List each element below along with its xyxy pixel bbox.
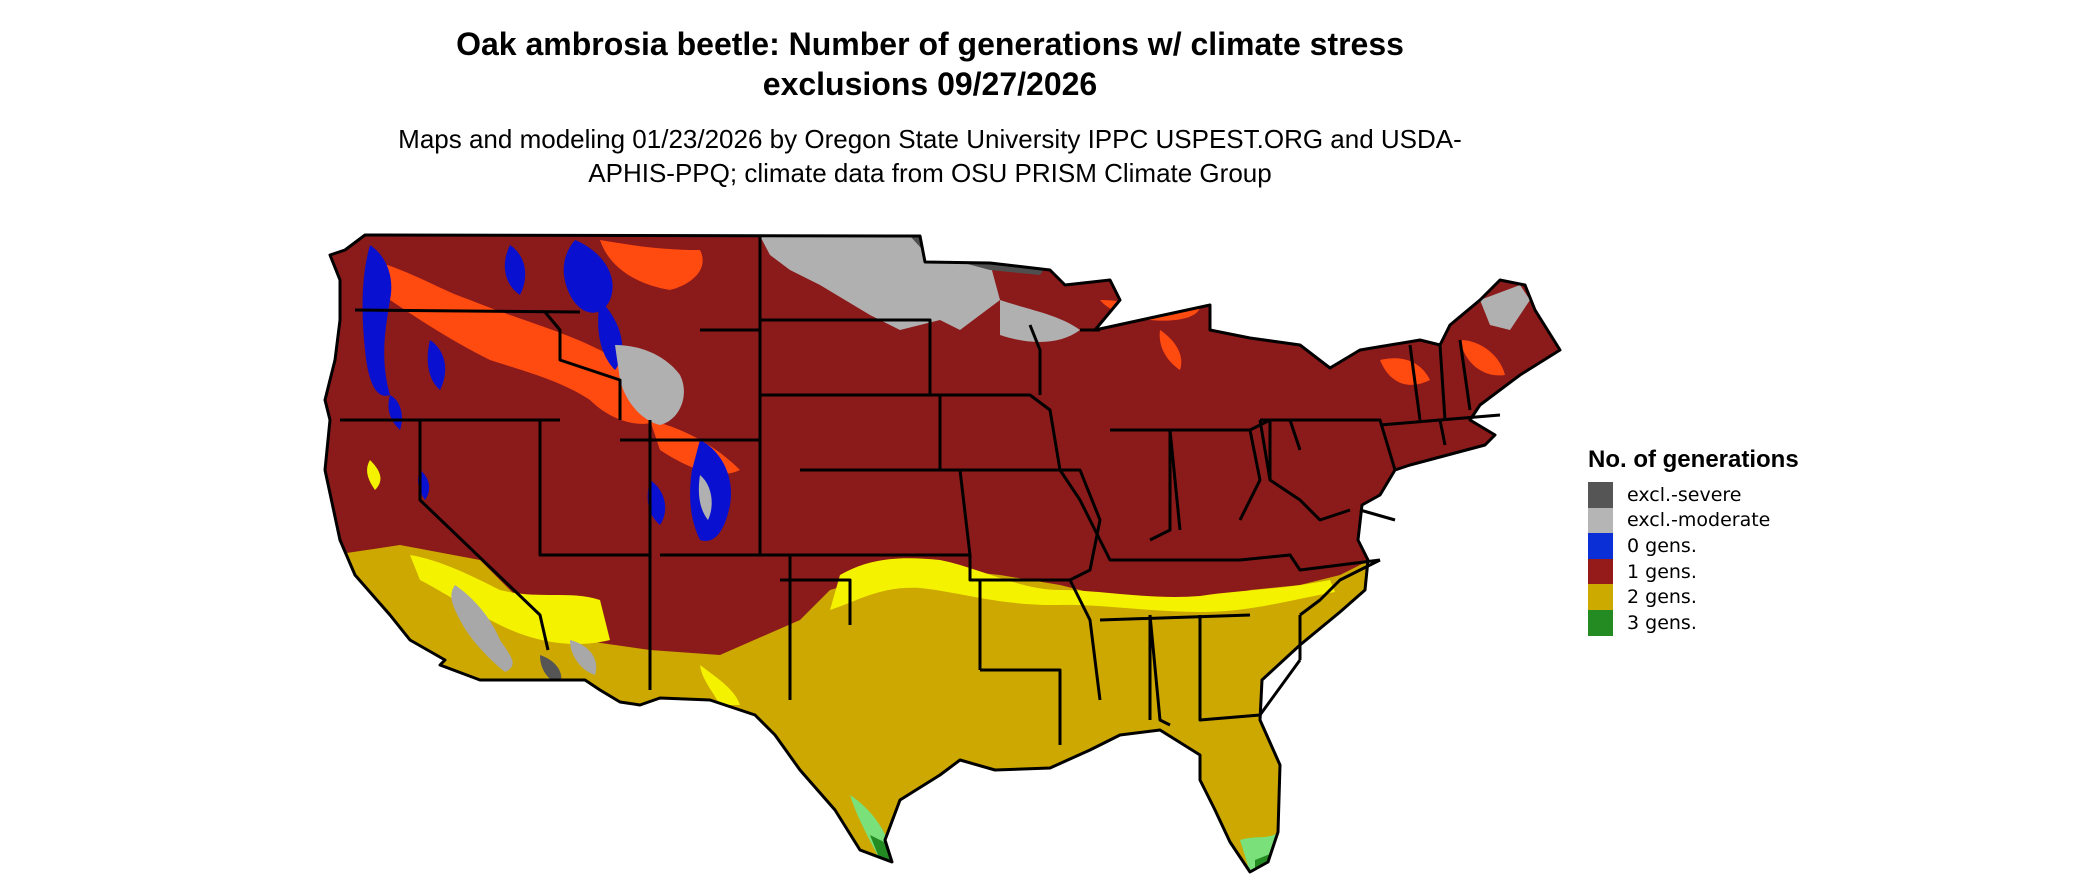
map-subtitle: Maps and modeling 01/23/2026 by Oregon S… [398, 124, 1462, 188]
legend-item: 1 gens. [1588, 558, 1828, 585]
legend-item: 2 gens. [1588, 584, 1828, 610]
legend-swatch [1588, 584, 1613, 610]
zero-gen-idaho [563, 240, 613, 313]
excl-moderate-north [760, 236, 1000, 330]
legend-label: excl.-moderate [1627, 509, 1771, 532]
legend-swatch [1588, 533, 1613, 559]
legend-swatch [1588, 609, 1613, 636]
legend-item: 0 gens. [1588, 533, 1828, 559]
zero-gen-colorado [690, 440, 731, 541]
two-gen-light-west [410, 555, 610, 645]
legend-label: excl.-severe [1627, 483, 1742, 506]
legend-title: No. of generations [1588, 446, 1799, 473]
legend-item: excl.-moderate [1588, 507, 1828, 534]
legend-label: 2 gens. [1627, 586, 1697, 609]
map-title: Oak ambrosia beetle: Number of generatio… [456, 26, 1404, 102]
legend-label: 0 gens. [1627, 534, 1697, 557]
legend-swatch [1588, 558, 1613, 585]
legend-label: 3 gens. [1627, 611, 1697, 634]
us-generations-map [323, 233, 1562, 874]
legend-item: 3 gens. [1588, 609, 1828, 636]
legend-swatch [1588, 482, 1613, 508]
excl-moderate-wyoming [615, 345, 684, 425]
orange-rockies [370, 260, 660, 424]
two-gen-light-band [830, 558, 1335, 612]
state-borders [323, 233, 1562, 874]
excl-moderate-southwest [451, 585, 513, 672]
legend: No. of generations excl.-severe excl.-mod… [1588, 446, 1828, 636]
legend-label: 1 gens. [1627, 560, 1697, 583]
legend-item: excl.-severe [1588, 482, 1828, 508]
legend-swatch [1588, 507, 1613, 534]
legend-items: excl.-severe excl.-moderate 0 gens. 1 gens.… [1588, 482, 1828, 636]
zero-gen-cascades [362, 245, 392, 396]
